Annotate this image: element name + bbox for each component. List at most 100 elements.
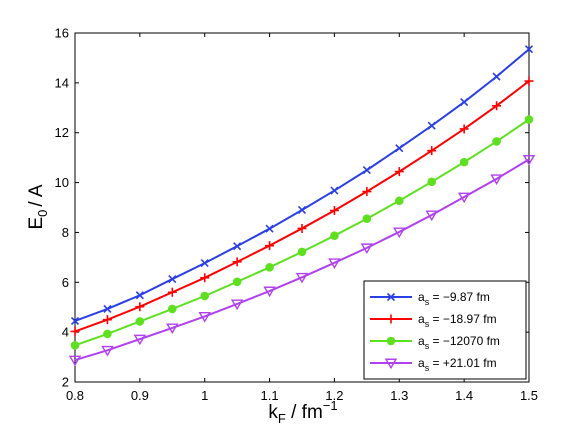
x-marker [70, 316, 80, 325]
legend-label: as = −9.87 fm [418, 290, 490, 307]
dot-marker [200, 291, 210, 301]
plus-marker [524, 76, 534, 86]
series-3 [70, 115, 534, 350]
x-axis-title-rest: / fm [286, 402, 323, 423]
triangle-down-marker [101, 345, 114, 357]
dot-marker [167, 304, 177, 314]
x-marker [427, 121, 436, 130]
legend-label: as = −18.97 fm [418, 312, 497, 329]
legend-label-main: a [418, 290, 425, 304]
x-tick-label: 1.4 [455, 388, 473, 403]
triangle-down-marker [425, 210, 438, 222]
legend-label-main: a [418, 312, 425, 326]
legend-label-sub: s [425, 363, 430, 373]
x-marker [297, 205, 307, 215]
y-tick-labels: 2 4 6 8 10 12 14 16 [55, 26, 69, 390]
y-axis-title-group: E0 / A [26, 184, 50, 229]
dot-marker [394, 196, 404, 206]
dot-marker [232, 277, 242, 287]
plus-marker [394, 167, 404, 177]
legend-label-rest: = +21.01 fm [429, 356, 496, 370]
x-axis-title: kF / fm−1 [268, 398, 337, 426]
legend-label-sub: s [425, 319, 430, 329]
dot-marker [265, 263, 274, 272]
y-axis-title: E0 / A [26, 184, 50, 229]
series-2 [70, 76, 534, 336]
x-tick-labels: 0.8 0.9 1 1.1 1.2 1.3 1.4 1.5 [66, 388, 538, 403]
x-marker [135, 291, 144, 300]
series-4 [68, 154, 536, 367]
legend-label-sub: s [425, 341, 430, 351]
triangle-down-marker [522, 154, 536, 166]
triangle-down-marker [393, 227, 406, 239]
x-marker [103, 304, 112, 314]
series-layer [68, 45, 536, 367]
y-tick-label: 10 [55, 175, 69, 190]
plus-marker [492, 101, 502, 111]
x-tick-label: 1.3 [390, 388, 408, 403]
plus-marker [232, 257, 242, 267]
legend-label: as = −12070 fm [418, 334, 500, 351]
triangle-down-marker [133, 334, 147, 346]
triangle-down-marker [166, 323, 179, 335]
dot-marker [362, 214, 372, 224]
series-line [74, 158, 530, 362]
x-marker [386, 292, 396, 302]
dot-marker [103, 329, 112, 339]
x-marker [362, 166, 371, 175]
x-marker [330, 186, 339, 195]
y-tick-label: 6 [62, 275, 69, 290]
legend-label-rest: = −9.87 fm [429, 290, 490, 304]
triangle-down-marker [457, 192, 471, 204]
triangle-down-marker [295, 272, 309, 284]
dot-marker [330, 231, 339, 240]
triangle-down-marker [328, 258, 341, 269]
x-marker [395, 144, 404, 153]
x-marker [265, 224, 274, 233]
x-tick-label: 1.5 [520, 388, 538, 403]
plus-marker [329, 205, 339, 215]
x-axis-title-sup: −1 [323, 398, 338, 413]
dot-marker [386, 336, 396, 346]
triangle-down-marker [68, 355, 82, 367]
plus-marker [135, 302, 145, 312]
plus-marker [167, 287, 177, 297]
x-tick-label: 0.8 [66, 388, 84, 403]
x-marker [460, 97, 469, 107]
legend-entry: as = −12070 fm [370, 334, 500, 351]
y-axis-title-main: E [26, 217, 47, 230]
triangle-down-marker [490, 174, 503, 185]
triangle-down-marker [198, 311, 211, 323]
y-axis-title-rest: / A [26, 184, 47, 207]
x-marker [168, 274, 177, 284]
y-axis-title-sub: 0 [35, 210, 50, 217]
legend-label-main: a [418, 356, 425, 370]
dot-marker [70, 341, 80, 350]
legend-label-rest: = −18.97 fm [429, 312, 496, 326]
y-tick-label: 12 [55, 125, 69, 140]
x-tick-label: 1 [201, 388, 208, 403]
legend-label-rest: = −12070 fm [429, 334, 500, 348]
x-marker [524, 45, 534, 54]
x-marker [492, 72, 501, 81]
dot-marker [492, 137, 501, 146]
legend-entry: as = −9.87 fm [370, 290, 490, 307]
plus-marker [386, 314, 396, 324]
dot-marker [459, 157, 469, 167]
x-tick-label: 0.9 [131, 388, 149, 403]
legend-label: as = +21.01 fm [418, 356, 497, 373]
dot-marker [297, 247, 307, 257]
x-tick-label: 1.1 [261, 388, 279, 403]
triangle-down-marker [230, 299, 244, 311]
legend-entry: as = +21.01 fm [370, 356, 497, 373]
plus-marker [459, 124, 469, 134]
x-marker [233, 242, 242, 251]
legend-label-main: a [418, 334, 425, 348]
triangle-down-marker [360, 243, 374, 255]
triangle-down-marker [384, 358, 398, 370]
x-axis-title-main: k [268, 402, 278, 423]
y-tick-label: 4 [62, 325, 69, 340]
y-tick-label: 8 [62, 225, 69, 240]
